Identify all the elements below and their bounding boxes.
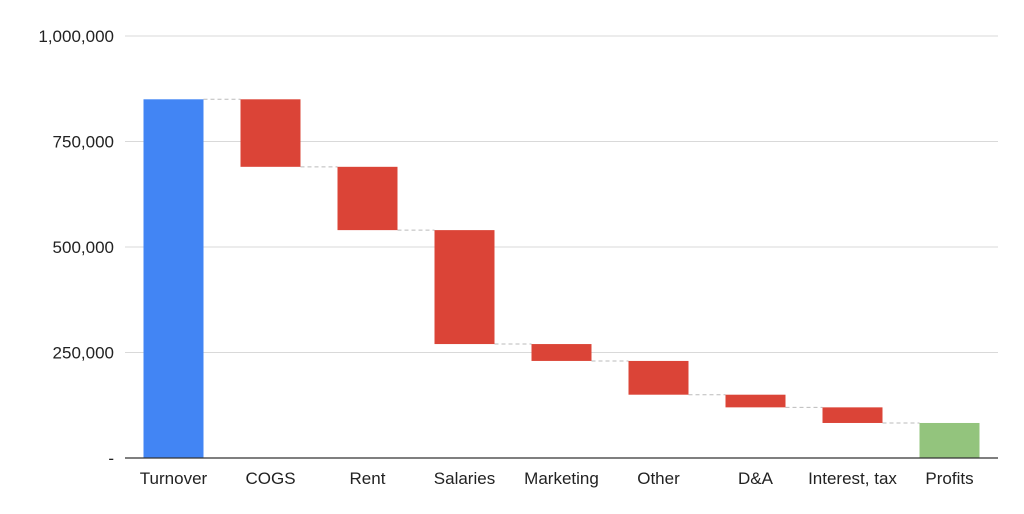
y-tick-label: 1,000,000: [38, 27, 114, 46]
bar-decrease-salaries: [434, 230, 495, 345]
bar-decrease-d-a: [725, 394, 786, 408]
bar-total-profits: [919, 422, 980, 458]
x-axis-category-labels: Turnover COGS Rent Salaries Marketing Other D&…: [140, 469, 974, 488]
bar-decrease-other: [628, 360, 689, 395]
x-category-label: Marketing: [524, 469, 599, 488]
x-category-label: D&A: [738, 469, 774, 488]
x-category-label: Rent: [350, 469, 386, 488]
x-category-label: Other: [637, 469, 680, 488]
y-tick-label: 500,000: [53, 238, 114, 257]
x-category-label: Interest, tax: [808, 469, 897, 488]
x-category-label: Salaries: [434, 469, 495, 488]
bar-decrease-interest-tax: [822, 407, 883, 423]
x-category-label: Profits: [925, 469, 973, 488]
connector-lines: [203, 98, 920, 424]
y-tick-label: -: [108, 449, 114, 468]
bar-decrease-cogs: [240, 99, 301, 167]
y-tick-label: 750,000: [53, 133, 114, 152]
y-tick-label: 250,000: [53, 344, 114, 363]
bars: [143, 99, 980, 459]
bar-decrease-rent: [337, 166, 398, 231]
x-category-label: Turnover: [140, 469, 208, 488]
gridlines: [125, 35, 998, 353]
x-category-label: COGS: [245, 469, 295, 488]
bar-decrease-marketing: [531, 344, 592, 361]
y-axis-tick-labels: - 250,000 500,000 750,000 1,000,000: [38, 27, 114, 468]
bar-total-turnover: [143, 99, 204, 459]
